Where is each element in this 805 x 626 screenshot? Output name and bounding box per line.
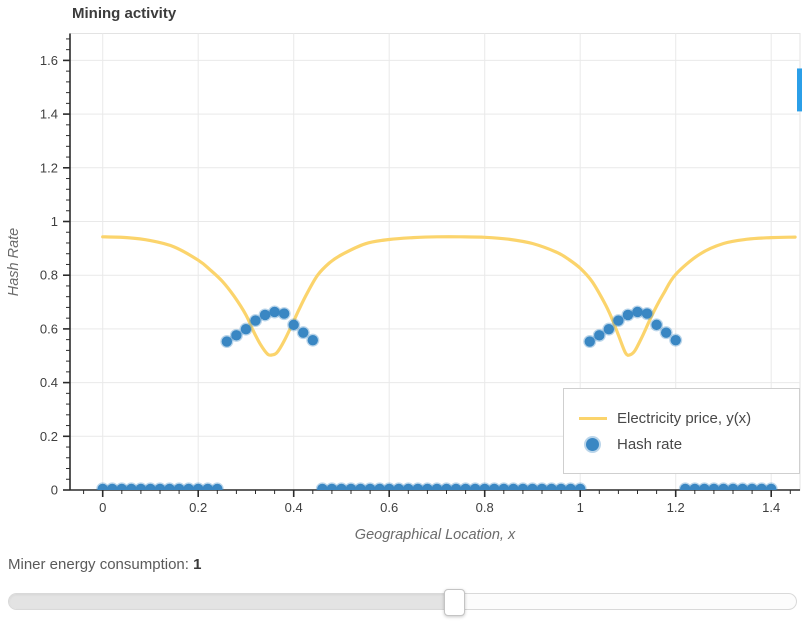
svg-text:1.2: 1.2 (667, 500, 685, 515)
slider-handle[interactable] (444, 589, 466, 616)
svg-text:0.4: 0.4 (285, 500, 303, 515)
slider-label: Miner energy consumption: (8, 556, 189, 573)
right-edge-blue-bar (797, 68, 802, 112)
hash-rate-scatter (96, 305, 778, 490)
slider-value: 1 (193, 556, 202, 573)
svg-text:0.2: 0.2 (189, 500, 207, 515)
slider-caption: Miner energy consumption: 1 (8, 556, 797, 573)
legend-item-electricity-price: Electricity price, y(x) (579, 410, 799, 427)
svg-text:0.4: 0.4 (40, 375, 58, 390)
svg-text:0.6: 0.6 (380, 500, 398, 515)
slider-fill (9, 594, 455, 609)
y-axis-title: Hash Rate (6, 227, 22, 297)
legend-label-hash-rate: Hash rate (617, 435, 683, 453)
energy-consumption-slider[interactable] (8, 589, 797, 616)
x-tick-labels: 0 0.2 0.4 0.6 0.8 1 1.2 1.4 (99, 500, 780, 515)
x-axis-title: Geographical Location, x (354, 527, 516, 543)
svg-text:1.4: 1.4 (40, 107, 58, 122)
svg-text:1.6: 1.6 (40, 53, 58, 68)
svg-text:1: 1 (51, 214, 58, 229)
svg-text:1.4: 1.4 (762, 500, 780, 515)
electricity-price-line (101, 235, 797, 357)
legend-label-electricity-price: Electricity price, y(x) (617, 409, 752, 427)
svg-text:0: 0 (51, 483, 58, 498)
slider-control-group: Miner energy consumption: 1 (8, 556, 797, 616)
y-tick-labels: 0 0.2 0.4 0.6 0.8 1 1.2 1.4 1.6 (40, 53, 58, 498)
svg-text:1: 1 (577, 500, 584, 515)
svg-text:0.8: 0.8 (476, 500, 494, 515)
legend-item-hash-rate: Hash rate (579, 436, 799, 453)
tick-marks (63, 38, 791, 497)
svg-text:0: 0 (99, 500, 106, 515)
svg-text:0.2: 0.2 (40, 429, 58, 444)
legend-circle-swatch-icon (586, 437, 599, 451)
svg-text:0.8: 0.8 (40, 268, 58, 283)
svg-text:0.6: 0.6 (40, 321, 58, 336)
legend-line-swatch-icon (579, 416, 607, 420)
svg-text:1.2: 1.2 (40, 160, 58, 175)
chart-title: Mining activity (72, 5, 177, 22)
legend: Electricity price, y(x) Hash rate (563, 388, 800, 474)
